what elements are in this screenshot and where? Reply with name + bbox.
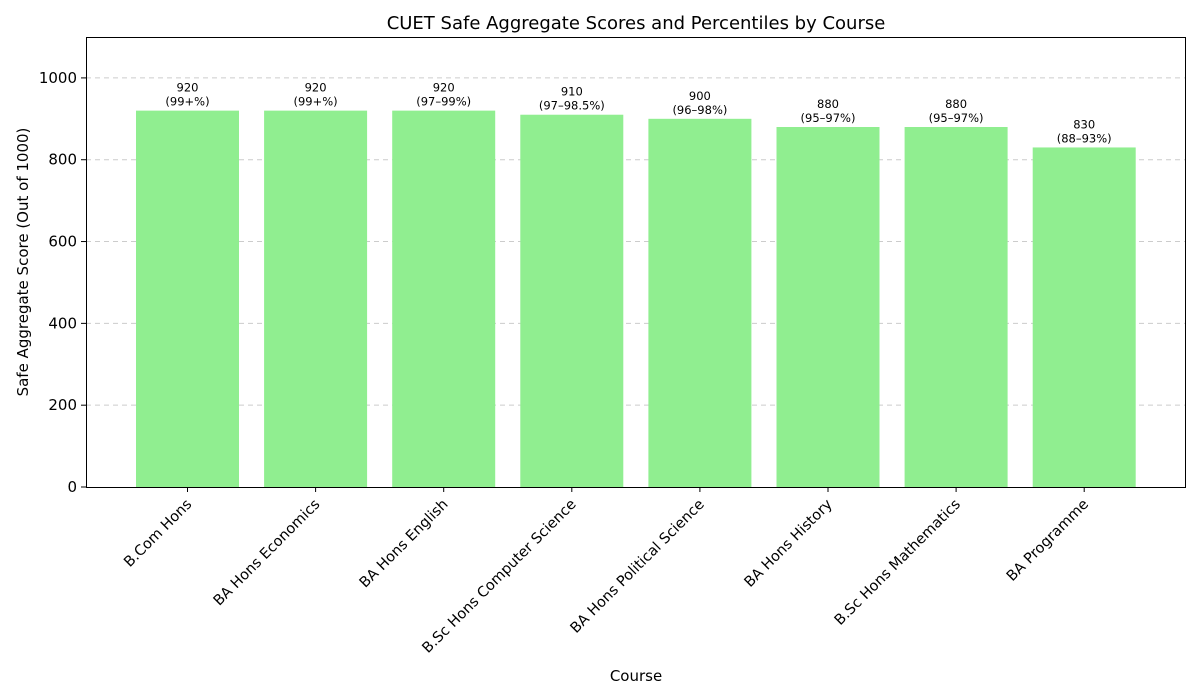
y-tick-label: 1000 [39,69,77,87]
grid-lines [86,77,1185,406]
bar [520,114,624,488]
data-label-percentile: (95–97%) [801,111,856,125]
data-label-percentile: (99+%) [165,95,209,109]
data-label-value: 880 [945,97,967,111]
y-axis-label: Safe Aggregate Score (Out of 1000) [14,128,32,397]
x-tick-label: BA Hons History [742,496,836,590]
data-label-value: 920 [433,81,455,95]
data-label-percentile: (97–98.5%) [539,99,605,113]
data-label-percentile: (95–97%) [929,111,984,125]
bar [264,110,368,488]
y-axis-ticks: 0 200 400 600 800 1000 [39,69,86,496]
x-tick-label: B.Sc Hons Computer Science [420,496,580,656]
x-tick-label: BA Hons Political Science [568,496,708,636]
y-tick-label: 200 [48,396,77,414]
data-label: 830 (88–93%) [1057,117,1112,145]
data-label: 910 (97–98.5%) [539,85,605,113]
data-label: 880 (95–97%) [929,97,984,125]
y-tick-label: 800 [48,151,77,169]
x-axis-ticks: B.Com Hons BA Hons Economics BA Hons Engli… [121,487,1092,657]
y-tick-label: 400 [48,314,77,332]
y-tick-label: 0 [67,478,77,496]
x-tick-label: BA Programme [1004,496,1092,584]
data-label-percentile: (88–93%) [1057,131,1112,145]
data-label-value: 900 [689,89,711,103]
x-axis-label: Course [610,667,662,685]
data-label-percentile: (96–98%) [672,103,727,117]
data-label: 900 (96–98%) [672,89,727,117]
x-tick-label: BA Hons Economics [211,497,324,610]
data-label-value: 920 [305,81,327,95]
data-label: 920 (99+%) [165,81,209,109]
x-tick-label: BA Hons English [357,497,452,592]
x-tick-label: B.Com Hons [121,497,195,571]
bar [136,110,239,488]
chart-title: CUET Safe Aggregate Scores and Percentil… [387,13,886,34]
data-label-percentile: (99+%) [294,95,338,109]
data-label-value: 910 [561,85,583,99]
bar [392,110,496,488]
plot-frame [86,37,1186,488]
data-label: 880 (95–97%) [801,97,856,125]
data-labels: 920 (99+%)920 (99+%)920 (97–99%)910 (97–98.5… [165,81,1111,146]
data-label-percentile: (97–99%) [416,95,471,109]
bar [648,118,752,488]
y-tick-label: 600 [48,233,77,251]
data-label-value: 920 [177,81,199,95]
bar [776,127,880,487]
data-label: 920 (97–99%) [416,81,471,109]
x-tick-label: B.Sc Hons Mathematics [832,497,964,629]
bar [1032,147,1136,488]
bar [904,127,1008,487]
data-label-value: 880 [817,97,839,111]
data-label: 920 (99+%) [294,81,338,109]
bars [136,110,1136,488]
data-label-value: 830 [1073,117,1095,131]
